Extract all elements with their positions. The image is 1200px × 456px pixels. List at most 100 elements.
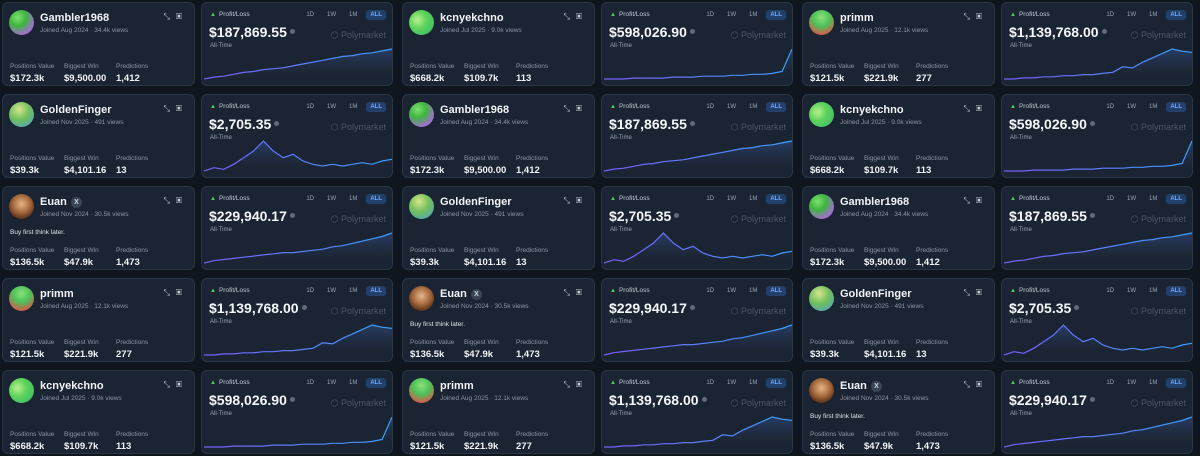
tab-1d[interactable]: 1D bbox=[1106, 288, 1114, 294]
info-icon[interactable] bbox=[1074, 305, 1080, 310]
profile-card[interactable]: kcnyekchno Joined Jul 2025 · 9.0k views … bbox=[402, 2, 595, 86]
tab-1m[interactable]: 1M bbox=[348, 12, 358, 18]
username[interactable]: kcnyekchno bbox=[440, 12, 504, 24]
tab-1d[interactable]: 1D bbox=[306, 288, 314, 294]
profile-card[interactable]: Euan X Joined Nov 2024 · 30.5k views ⤡▣ P… bbox=[802, 370, 995, 454]
expand-icon[interactable]: ⤡ bbox=[163, 380, 176, 389]
profile-card[interactable]: GoldenFinger Joined Nov 2025 · 491 views… bbox=[802, 278, 995, 362]
copy-icon[interactable]: ▣ bbox=[575, 12, 588, 21]
tab-all[interactable]: ALL bbox=[1166, 286, 1186, 296]
avatar[interactable] bbox=[9, 10, 34, 35]
username[interactable]: kcnyekchno bbox=[40, 380, 104, 392]
avatar[interactable] bbox=[409, 378, 434, 403]
username[interactable]: Euan X bbox=[840, 380, 882, 392]
username[interactable]: kcnyekchno bbox=[840, 104, 904, 116]
copy-icon[interactable]: ▣ bbox=[975, 288, 988, 297]
info-icon[interactable] bbox=[289, 397, 295, 402]
avatar[interactable] bbox=[809, 286, 834, 311]
copy-icon[interactable]: ▣ bbox=[175, 288, 188, 297]
info-icon[interactable] bbox=[289, 29, 295, 34]
profile-card[interactable]: GoldenFinger Joined Nov 2025 · 491 views… bbox=[402, 186, 595, 270]
copy-icon[interactable]: ▣ bbox=[575, 104, 588, 113]
tab-1d[interactable]: 1D bbox=[1106, 196, 1114, 202]
tab-1w[interactable]: 1W bbox=[326, 380, 336, 386]
tab-all[interactable]: ALL bbox=[766, 378, 786, 388]
tab-1w[interactable]: 1W bbox=[1126, 104, 1136, 110]
tab-1d[interactable]: 1D bbox=[306, 104, 314, 110]
tab-1m[interactable]: 1M bbox=[748, 104, 758, 110]
tab-1d[interactable]: 1D bbox=[706, 380, 714, 386]
copy-icon[interactable]: ▣ bbox=[175, 104, 188, 113]
tab-1m[interactable]: 1M bbox=[1148, 104, 1158, 110]
profile-card[interactable]: Gambler1968 Joined Aug 2024 · 34.4k view… bbox=[802, 186, 995, 270]
tab-1m[interactable]: 1M bbox=[748, 380, 758, 386]
tab-1m[interactable]: 1M bbox=[348, 380, 358, 386]
profile-card[interactable]: primm Joined Aug 2025 · 12.1k views ⤡▣ P… bbox=[802, 2, 995, 86]
info-icon[interactable] bbox=[1089, 121, 1095, 126]
expand-icon[interactable]: ⤡ bbox=[163, 196, 176, 205]
avatar[interactable] bbox=[409, 10, 434, 35]
profile-card[interactable]: Gambler1968 Joined Aug 2024 · 34.4k view… bbox=[402, 94, 595, 178]
tab-all[interactable]: ALL bbox=[1166, 194, 1186, 204]
avatar[interactable] bbox=[809, 102, 834, 127]
info-icon[interactable] bbox=[689, 305, 695, 310]
tab-1d[interactable]: 1D bbox=[706, 104, 714, 110]
tab-1d[interactable]: 1D bbox=[706, 12, 714, 18]
tab-1m[interactable]: 1M bbox=[1148, 196, 1158, 202]
tab-1m[interactable]: 1M bbox=[748, 12, 758, 18]
x-social-badge[interactable]: X bbox=[470, 289, 482, 300]
username[interactable]: primm bbox=[440, 380, 474, 392]
expand-icon[interactable]: ⤡ bbox=[963, 288, 976, 297]
profile-card[interactable]: kcnyekchno Joined Jul 2025 · 9.0k views … bbox=[802, 94, 995, 178]
tab-1d[interactable]: 1D bbox=[306, 380, 314, 386]
tab-1d[interactable]: 1D bbox=[1106, 12, 1114, 18]
tab-all[interactable]: ALL bbox=[366, 102, 386, 112]
username[interactable]: primm bbox=[40, 288, 74, 300]
avatar[interactable] bbox=[409, 102, 434, 127]
tab-1w[interactable]: 1W bbox=[1126, 196, 1136, 202]
username[interactable]: primm bbox=[840, 12, 874, 24]
tab-1m[interactable]: 1M bbox=[748, 196, 758, 202]
tab-1w[interactable]: 1W bbox=[1126, 12, 1136, 18]
expand-icon[interactable]: ⤡ bbox=[563, 104, 576, 113]
copy-icon[interactable]: ▣ bbox=[975, 380, 988, 389]
username[interactable]: Gambler1968 bbox=[40, 12, 110, 24]
avatar[interactable] bbox=[409, 194, 434, 219]
expand-icon[interactable]: ⤡ bbox=[563, 12, 576, 21]
tab-1m[interactable]: 1M bbox=[348, 196, 358, 202]
tab-1d[interactable]: 1D bbox=[306, 196, 314, 202]
info-icon[interactable] bbox=[1089, 213, 1095, 218]
avatar[interactable] bbox=[9, 286, 34, 311]
tab-1w[interactable]: 1W bbox=[326, 196, 336, 202]
avatar[interactable] bbox=[9, 102, 34, 127]
avatar[interactable] bbox=[809, 378, 834, 403]
avatar[interactable] bbox=[809, 194, 834, 219]
profile-card[interactable]: GoldenFinger Joined Nov 2025 · 491 views… bbox=[2, 94, 195, 178]
copy-icon[interactable]: ▣ bbox=[175, 380, 188, 389]
tab-1d[interactable]: 1D bbox=[706, 196, 714, 202]
tab-all[interactable]: ALL bbox=[366, 194, 386, 204]
tab-all[interactable]: ALL bbox=[766, 102, 786, 112]
profile-card[interactable]: kcnyekchno Joined Jul 2025 · 9.0k views … bbox=[2, 370, 195, 454]
expand-icon[interactable]: ⤡ bbox=[963, 104, 976, 113]
username[interactable]: GoldenFinger bbox=[840, 288, 912, 300]
tab-1d[interactable]: 1D bbox=[306, 12, 314, 18]
profile-card[interactable]: primm Joined Aug 2025 · 12.1k views ⤡▣ P… bbox=[2, 278, 195, 362]
x-social-badge[interactable]: X bbox=[70, 197, 82, 208]
tab-all[interactable]: ALL bbox=[366, 10, 386, 20]
avatar[interactable] bbox=[9, 194, 34, 219]
username[interactable]: Gambler1968 bbox=[840, 196, 910, 208]
avatar[interactable] bbox=[9, 378, 34, 403]
expand-icon[interactable]: ⤡ bbox=[963, 196, 976, 205]
copy-icon[interactable]: ▣ bbox=[175, 12, 188, 21]
profile-card[interactable]: primm Joined Aug 2025 · 12.1k views ⤡▣ P… bbox=[402, 370, 595, 454]
tab-1w[interactable]: 1W bbox=[326, 288, 336, 294]
username[interactable]: GoldenFinger bbox=[40, 104, 112, 116]
tab-1w[interactable]: 1W bbox=[326, 12, 336, 18]
expand-icon[interactable]: ⤡ bbox=[163, 12, 176, 21]
tab-all[interactable]: ALL bbox=[366, 286, 386, 296]
tab-1m[interactable]: 1M bbox=[748, 288, 758, 294]
profile-card[interactable]: Gambler1968 Joined Aug 2024 · 34.4k view… bbox=[2, 2, 195, 86]
x-social-badge[interactable]: X bbox=[870, 381, 882, 392]
username[interactable]: Gambler1968 bbox=[440, 104, 510, 116]
